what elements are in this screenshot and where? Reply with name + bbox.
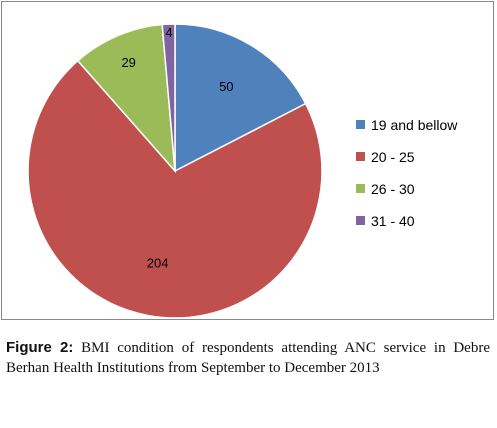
caption-text: BMI condition of respondents attending A… xyxy=(6,340,490,376)
legend-swatch xyxy=(356,184,365,193)
pie-slice-2 xyxy=(76,23,176,174)
legend-label: 31 - 40 xyxy=(371,212,415,229)
pie-chart: 50 204 29 4 xyxy=(27,23,323,319)
legend-item-20-25: 20 - 25 xyxy=(356,148,457,165)
legend: 19 and bellow 20 - 25 26 - 30 31 - 40 xyxy=(356,116,457,244)
legend-item-31-40: 31 - 40 xyxy=(356,212,457,229)
legend-label: 19 and bellow xyxy=(371,116,458,133)
legend-label: 26 - 30 xyxy=(371,180,415,197)
pie-slices xyxy=(27,23,323,319)
pie-slice-0 xyxy=(174,23,307,173)
data-label-3: 4 xyxy=(165,25,172,40)
legend-item-26-30: 26 - 30 xyxy=(356,180,457,197)
legend-item-19-and-bellow: 19 and bellow xyxy=(356,116,457,133)
figure-caption: Figure 2: BMI condition of respondents a… xyxy=(6,338,490,378)
data-label-0: 50 xyxy=(219,79,233,94)
legend-swatch xyxy=(356,152,365,161)
legend-swatch xyxy=(356,120,365,129)
chart-area: 50 204 29 4 19 and bellow 20 - 25 26 - 30 3… xyxy=(1,1,494,320)
pie-data-labels: 50 204 29 4 xyxy=(121,25,233,271)
legend-swatch xyxy=(356,216,365,225)
caption-label: Figure 2: xyxy=(6,339,74,356)
data-label-2: 29 xyxy=(121,55,135,70)
data-label-1: 204 xyxy=(147,256,169,271)
legend-label: 20 - 25 xyxy=(371,148,415,165)
pie-slice-3 xyxy=(161,23,176,172)
pie-slice-1 xyxy=(27,59,323,319)
